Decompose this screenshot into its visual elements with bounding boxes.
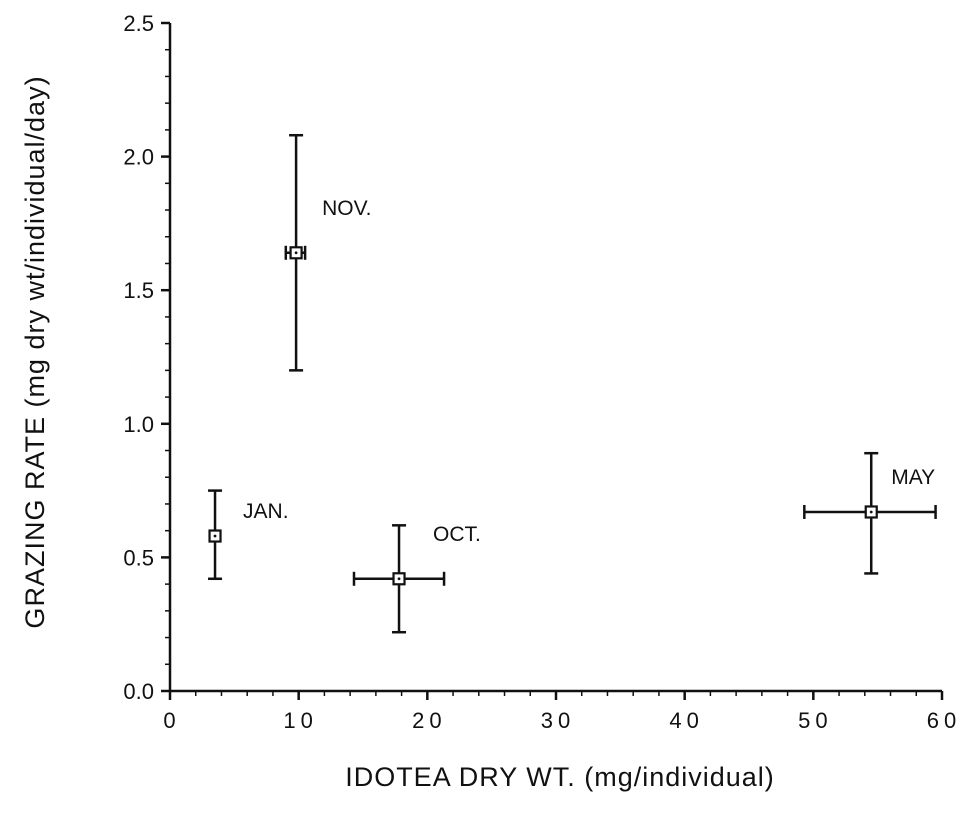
data-point-center bbox=[869, 510, 873, 514]
data-point-label: MAY bbox=[891, 466, 935, 489]
y-ticks: 0.0 0.5 1.0 1.5 2.0 2.5 bbox=[123, 11, 170, 704]
x-tick-label: 10 bbox=[283, 708, 317, 733]
data-point-center bbox=[213, 534, 217, 538]
y-tick-label: 2.0 bbox=[123, 145, 154, 170]
x-axis-title: IDOTEA DRY WT. (mg/individual) bbox=[345, 762, 775, 792]
data-point-label: JAN. bbox=[243, 500, 289, 523]
data-point-label: NOV. bbox=[322, 197, 371, 220]
data-point-group: NOV. bbox=[284, 133, 372, 372]
x-tick-label: 0 bbox=[163, 708, 180, 733]
x-tick-label: 50 bbox=[798, 708, 832, 733]
x-tick-label: 40 bbox=[669, 708, 703, 733]
y-tick-label: 1.0 bbox=[123, 412, 154, 437]
x-ticks: 0 10 20 30 40 50 60 bbox=[163, 691, 961, 733]
data-point-group: MAY bbox=[803, 451, 937, 575]
axes bbox=[168, 23, 942, 693]
y-tick-label: 2.5 bbox=[123, 11, 154, 36]
x-tick-label: 30 bbox=[541, 708, 575, 733]
data-point-center bbox=[294, 251, 298, 255]
data-point-group: OCT. bbox=[352, 523, 481, 634]
y-axis-title: GRAZING RATE (mg dry wt/individual/day) bbox=[20, 75, 50, 628]
y-tick-label: 0.5 bbox=[123, 545, 154, 570]
x-tick-label: 20 bbox=[412, 708, 446, 733]
data-point-group: JAN. bbox=[208, 489, 289, 581]
data-point-label: OCT. bbox=[433, 523, 481, 546]
x-tick-label: 60 bbox=[927, 708, 961, 733]
data-points: NOV. JAN. OCT. MAY bbox=[208, 133, 937, 634]
y-tick-label: 1.5 bbox=[123, 278, 154, 303]
data-point-center bbox=[397, 577, 401, 581]
y-tick-label: 0.0 bbox=[123, 679, 154, 704]
